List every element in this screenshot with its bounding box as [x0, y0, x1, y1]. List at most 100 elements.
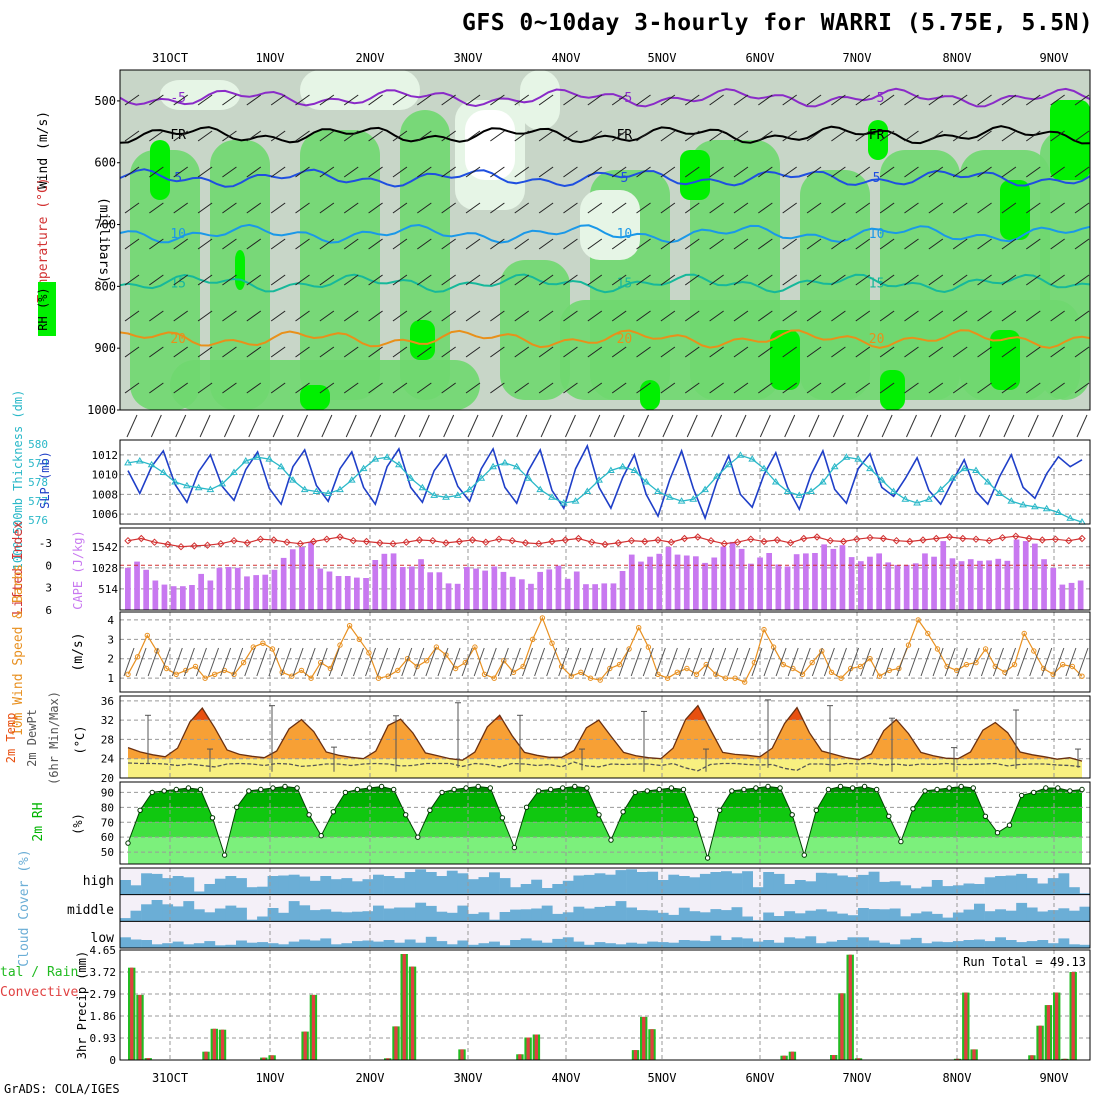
wind-speed-point	[452, 665, 459, 672]
lifted-index-point	[998, 533, 1007, 542]
wind-barb	[392, 202, 408, 214]
cape-bar	[647, 556, 653, 610]
cloud-bar-low	[742, 938, 753, 948]
wind-barb	[222, 382, 237, 394]
wind-tick-label: 3	[107, 633, 114, 646]
cloud-bar-low	[257, 942, 268, 948]
cape-bar	[610, 583, 617, 610]
wind-speed-point	[713, 671, 719, 677]
rh-region	[130, 150, 200, 410]
rh-moist-region	[680, 150, 710, 200]
thickness-point	[654, 487, 662, 494]
cloud-bar-high	[478, 877, 490, 895]
wind-barb	[806, 274, 822, 286]
cape-bar	[812, 553, 818, 610]
cloud-bar-high	[309, 880, 321, 895]
wind-barb	[952, 166, 968, 178]
wind-speed-point	[616, 661, 623, 668]
thickness-point	[265, 455, 274, 462]
wind-barb	[928, 274, 944, 286]
cloud-bar-low	[510, 940, 521, 948]
cape-bar	[482, 570, 488, 610]
thickness-point	[713, 472, 721, 479]
cape-bar	[134, 561, 140, 610]
cloud-bar-middle	[320, 909, 332, 922]
cloud-bar-low	[1016, 942, 1028, 948]
wind-barb	[514, 130, 530, 142]
wind-barb	[1005, 647, 1017, 677]
wind-speed-point	[809, 659, 815, 666]
lifted-index-point	[455, 537, 464, 546]
wind-barb	[1074, 202, 1090, 214]
cape-bar	[1077, 580, 1084, 610]
wind-barb	[149, 166, 164, 178]
rh-point	[366, 785, 373, 791]
wind-barb	[124, 346, 140, 358]
cape-bar	[665, 546, 672, 610]
cape-bar	[592, 584, 598, 610]
cloud-bar-middle	[467, 913, 479, 922]
cape-bar	[1022, 541, 1029, 610]
rh-region	[500, 260, 570, 400]
y-tick-label: 1000	[87, 403, 116, 417]
wind-speed-point	[1050, 671, 1056, 677]
wind-barb	[292, 647, 304, 677]
legend-precip-convective: Convective	[0, 985, 78, 1000]
cape-bar	[848, 557, 855, 610]
cloud-bar-middle	[362, 911, 374, 922]
wind-speed-point	[154, 648, 160, 654]
wind-speed-point	[982, 646, 989, 652]
cloud-bar-high	[889, 881, 901, 895]
cloud-bar-low	[974, 939, 985, 948]
wind-barb	[758, 310, 773, 322]
cape-bar	[418, 559, 424, 610]
rh-moist-region	[990, 330, 1020, 390]
cloud-bar-high	[225, 876, 237, 895]
cloud-bar-middle	[847, 915, 859, 922]
wind-barb	[660, 94, 676, 106]
cape-bar	[821, 544, 827, 610]
wind-barb	[295, 310, 310, 322]
cloud-bar-low	[162, 943, 174, 948]
wind-barb	[147, 647, 159, 677]
wind-barb	[1050, 202, 1065, 214]
wind-speed-point	[578, 669, 584, 675]
cloud-bar-low	[626, 942, 637, 948]
wind-barb	[1017, 647, 1029, 677]
dewpoint-line	[127, 761, 1083, 772]
precip-axis-title: 3hr Precip (mm)	[75, 951, 89, 1059]
precip-convective-bar	[460, 1049, 464, 1060]
date-label-top: 9NOV	[1040, 51, 1069, 65]
cloud-bar-low	[794, 938, 806, 948]
cloud-bar-middle	[172, 906, 184, 922]
wind-barb	[343, 382, 359, 394]
wind-speed-point	[530, 636, 536, 642]
isotherm-label: 10	[170, 227, 186, 242]
cloud-bar-low	[278, 944, 290, 948]
wind-barb	[490, 202, 505, 214]
cape-bar	[473, 568, 479, 610]
wind-speed-point	[693, 671, 700, 677]
cloud-bar-middle	[742, 916, 753, 922]
wind-barb	[831, 310, 846, 322]
legend-rh2m: 2m RH	[31, 802, 46, 841]
wind-barb	[197, 130, 213, 142]
cape-bar	[125, 567, 131, 610]
wind-barb	[799, 647, 811, 677]
wind-barb	[159, 647, 171, 677]
wind-barb	[782, 274, 797, 286]
wind-barb	[582, 647, 594, 677]
rh-point	[1055, 785, 1061, 791]
cloud-bar-high	[910, 888, 922, 895]
wind-barb	[370, 414, 382, 438]
thickness-point	[819, 478, 827, 485]
cape-bar	[729, 541, 736, 610]
wind-barb	[823, 647, 835, 677]
thickness-point	[277, 462, 285, 470]
precip-convective-bar	[848, 954, 852, 1060]
wind-speed-point	[674, 669, 680, 675]
cape-bar	[519, 579, 525, 611]
precip-convective-bar	[790, 1051, 795, 1060]
wind-barb	[401, 647, 413, 677]
lifted-index-point	[707, 536, 715, 545]
